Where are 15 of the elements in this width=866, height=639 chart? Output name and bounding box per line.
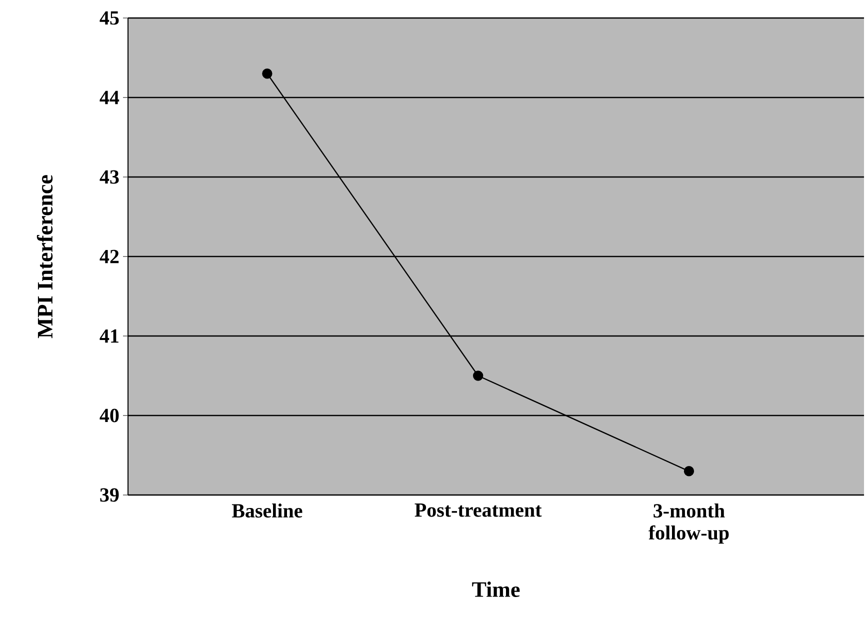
y-tick-label: 41 [100,329,118,343]
x-tick-label: 3-month follow-up [648,504,729,544]
y-tick-label: 45 [100,11,119,25]
x-tick-label: Baseline [232,504,302,518]
y-axis-title: MPI Interference [36,175,53,338]
y-tick-label: 42 [100,250,119,264]
x-tick-label: Post-treatment [414,504,542,517]
point [262,68,272,79]
y-tick-label: 44 [100,90,120,104]
y-tick-label: 39 [100,488,119,502]
point [472,370,484,381]
x-axis-title: Time [472,582,520,597]
point [684,466,694,476]
y-tick-label: 40 [100,408,119,422]
y-tick-label: 43 [100,170,119,184]
